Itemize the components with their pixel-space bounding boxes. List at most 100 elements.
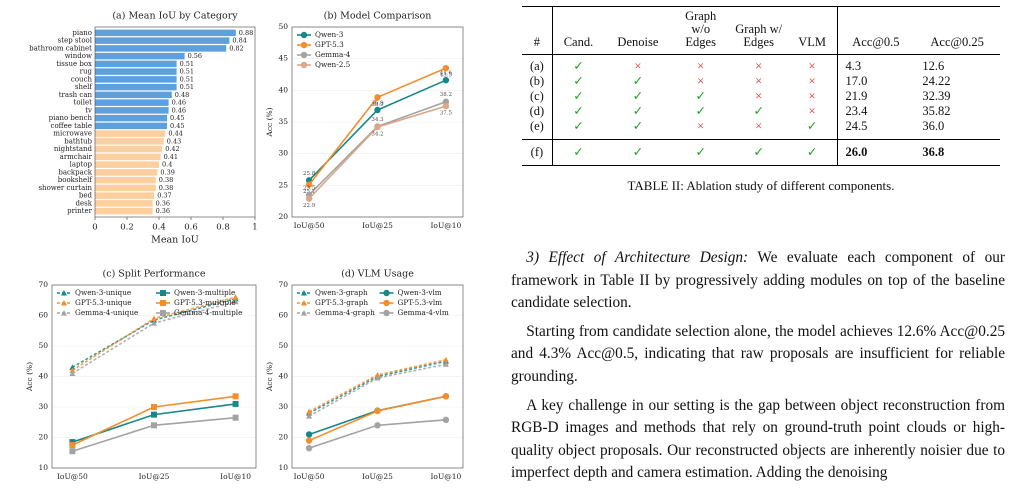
marker xyxy=(306,408,313,415)
marker xyxy=(300,51,308,59)
marker xyxy=(374,371,381,378)
marker xyxy=(151,422,157,429)
header-cell: Graph w/ Edges xyxy=(735,22,783,49)
data-label: 34.2 xyxy=(371,132,383,138)
table-cell: ✓ xyxy=(695,145,706,159)
value-label: 0.36 xyxy=(156,199,170,207)
y-tick-label: 30 xyxy=(278,149,288,158)
bar xyxy=(95,76,177,83)
x-tick-label: 0.6 xyxy=(184,223,198,233)
bar xyxy=(95,37,230,44)
x-tick-label: IoU@25 xyxy=(362,221,393,230)
table-cell: ✓ xyxy=(787,119,838,140)
table-cell: × xyxy=(755,119,763,133)
plot-frame xyxy=(291,284,464,469)
value-label: 0.51 xyxy=(180,75,194,83)
marker xyxy=(442,102,450,110)
table-cell: 24.22 xyxy=(922,74,951,88)
legend-label: Qwen-3-vlm xyxy=(398,288,442,297)
table-cell: ✓ xyxy=(573,59,584,73)
y-tick-label: 45 xyxy=(278,54,288,63)
category-label: backpack xyxy=(58,168,92,176)
value-label: 0.45 xyxy=(170,114,184,122)
chart-title: (b) Model Comparison xyxy=(324,11,432,22)
series-line xyxy=(71,297,236,369)
table-row: (e) ✓ ✓ × × ✓ 24.5 36.0 xyxy=(522,119,1000,140)
value-label: 0.51 xyxy=(180,60,194,68)
table-row: (a) ✓ × × × × 4.3 12.6 xyxy=(522,54,1000,74)
marker xyxy=(69,442,76,449)
category-label: couch xyxy=(71,75,93,83)
bar xyxy=(95,184,156,192)
marker xyxy=(383,289,390,297)
data-label: 37.5 xyxy=(440,111,453,117)
data-label: 38.9 xyxy=(371,102,384,108)
category-label: desk xyxy=(76,199,93,207)
table-cell: × xyxy=(755,59,763,73)
table-cell: × xyxy=(787,54,838,74)
x-tick-label: IoU@50 xyxy=(294,472,325,481)
marker xyxy=(232,298,239,305)
marker xyxy=(374,375,381,381)
category-label: shower curtain xyxy=(38,184,92,192)
bar xyxy=(95,192,155,199)
table-cell: 24.5 xyxy=(845,119,868,133)
marker xyxy=(61,290,67,296)
bar xyxy=(95,169,158,176)
category-label: piano xyxy=(72,29,92,37)
table-cell: ✓ xyxy=(632,145,644,159)
ablation-table: # Cand. Denoise Graph w/o Edges Graph w/ Edg… xyxy=(522,6,1000,166)
x-tick-label: IoU@25 xyxy=(362,472,393,481)
table-cell: × xyxy=(787,89,838,104)
table-cell: ✓ xyxy=(787,139,838,166)
legend-label: Qwen-3-multiple xyxy=(174,288,235,297)
chart-title: (a) Mean IoU by Category xyxy=(112,11,238,22)
header-cell: Acc@0.5 xyxy=(852,35,900,49)
table-cell: × xyxy=(697,74,705,88)
y-tick-label: 40 xyxy=(278,372,288,381)
y-axis-label: Acc (%) xyxy=(265,362,274,392)
table-cell: 26.0 xyxy=(845,145,868,159)
marker xyxy=(232,294,239,300)
chart: (a) Mean IoU by Category 0 0.2 0.4 0.6 0.8 1 pi… xyxy=(29,11,258,246)
category-label: trash can xyxy=(59,91,93,99)
category-label: bookshelf xyxy=(58,176,94,184)
value-label: 0.82 xyxy=(229,44,243,52)
category-label: bed xyxy=(79,192,93,200)
x-tick-label: IoU@10 xyxy=(220,472,251,481)
plot-frame xyxy=(94,26,256,218)
marker xyxy=(300,31,308,39)
bar xyxy=(95,91,172,99)
bar xyxy=(95,52,185,60)
marker xyxy=(374,123,381,131)
y-tick-label: 20 xyxy=(38,433,48,442)
value-label: 0.46 xyxy=(172,106,186,114)
marker xyxy=(232,393,239,400)
category-label: rug xyxy=(80,68,93,76)
table-cell: (c) xyxy=(522,89,553,104)
header-cell: # xyxy=(522,6,553,55)
table-cell: 17.0 xyxy=(845,74,868,88)
marker xyxy=(305,431,313,438)
bar xyxy=(95,122,167,130)
data-label: 43.5 xyxy=(440,73,453,79)
table-cell: (e) xyxy=(522,119,553,140)
table-row: (b) ✓ ✓ × × × 17.0 24.22 xyxy=(522,74,1000,89)
table-row: (d) ✓ ✓ ✓ ✓ × 23.4 35.82 xyxy=(522,104,1000,119)
legend-label: GPT-5.3 xyxy=(315,40,344,49)
x-tick-label: IoU@25 xyxy=(139,472,170,481)
bar xyxy=(95,200,153,207)
table-block: # Cand. Denoise Graph w/o Edges Graph w/ Edg… xyxy=(522,6,1000,194)
y-tick-label: 35 xyxy=(278,117,288,126)
marker xyxy=(374,94,381,101)
chart: (b) Model Comparison 20 25 30 35 40 45 50 IoU@50… xyxy=(265,11,464,230)
marker xyxy=(160,310,166,316)
bar xyxy=(95,138,164,145)
table-cell: ✓ xyxy=(573,119,584,133)
category-label: shelf xyxy=(75,83,93,91)
legend-label: GPT-5.3-unique xyxy=(75,298,132,307)
value-label: 0.38 xyxy=(159,176,173,184)
bar xyxy=(95,29,236,37)
bar xyxy=(95,45,227,52)
